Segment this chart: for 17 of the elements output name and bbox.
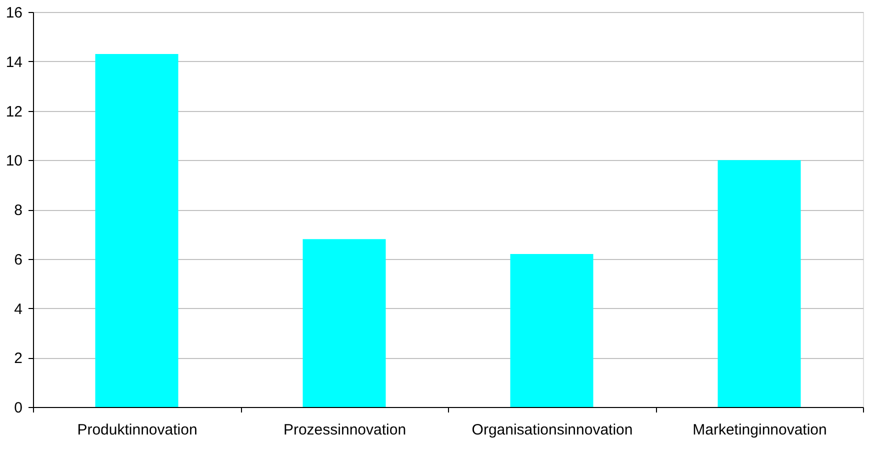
x-tick-label: Organisationsinnovation (472, 422, 633, 438)
bar (302, 239, 386, 407)
bar (510, 254, 594, 407)
y-tick-label: 10 (6, 152, 22, 170)
x-tick-label: Marketinginnovation (692, 422, 827, 438)
y-tick-label: 2 (14, 350, 22, 368)
x-tick-label: Prozessinnovation (283, 422, 406, 438)
y-tick-label: 4 (14, 300, 22, 318)
y-tick-label: 14 (6, 54, 22, 71)
y-tick-label: 16 (6, 4, 22, 22)
x-tick-label: Produktinnovation (77, 422, 198, 438)
y-tick-label: 8 (14, 202, 22, 219)
bar (718, 160, 801, 407)
y-tick-label: 12 (6, 103, 22, 120)
bar (95, 54, 178, 407)
y-tick-label: 6 (14, 251, 22, 268)
y-tick-label: 0 (14, 400, 22, 416)
